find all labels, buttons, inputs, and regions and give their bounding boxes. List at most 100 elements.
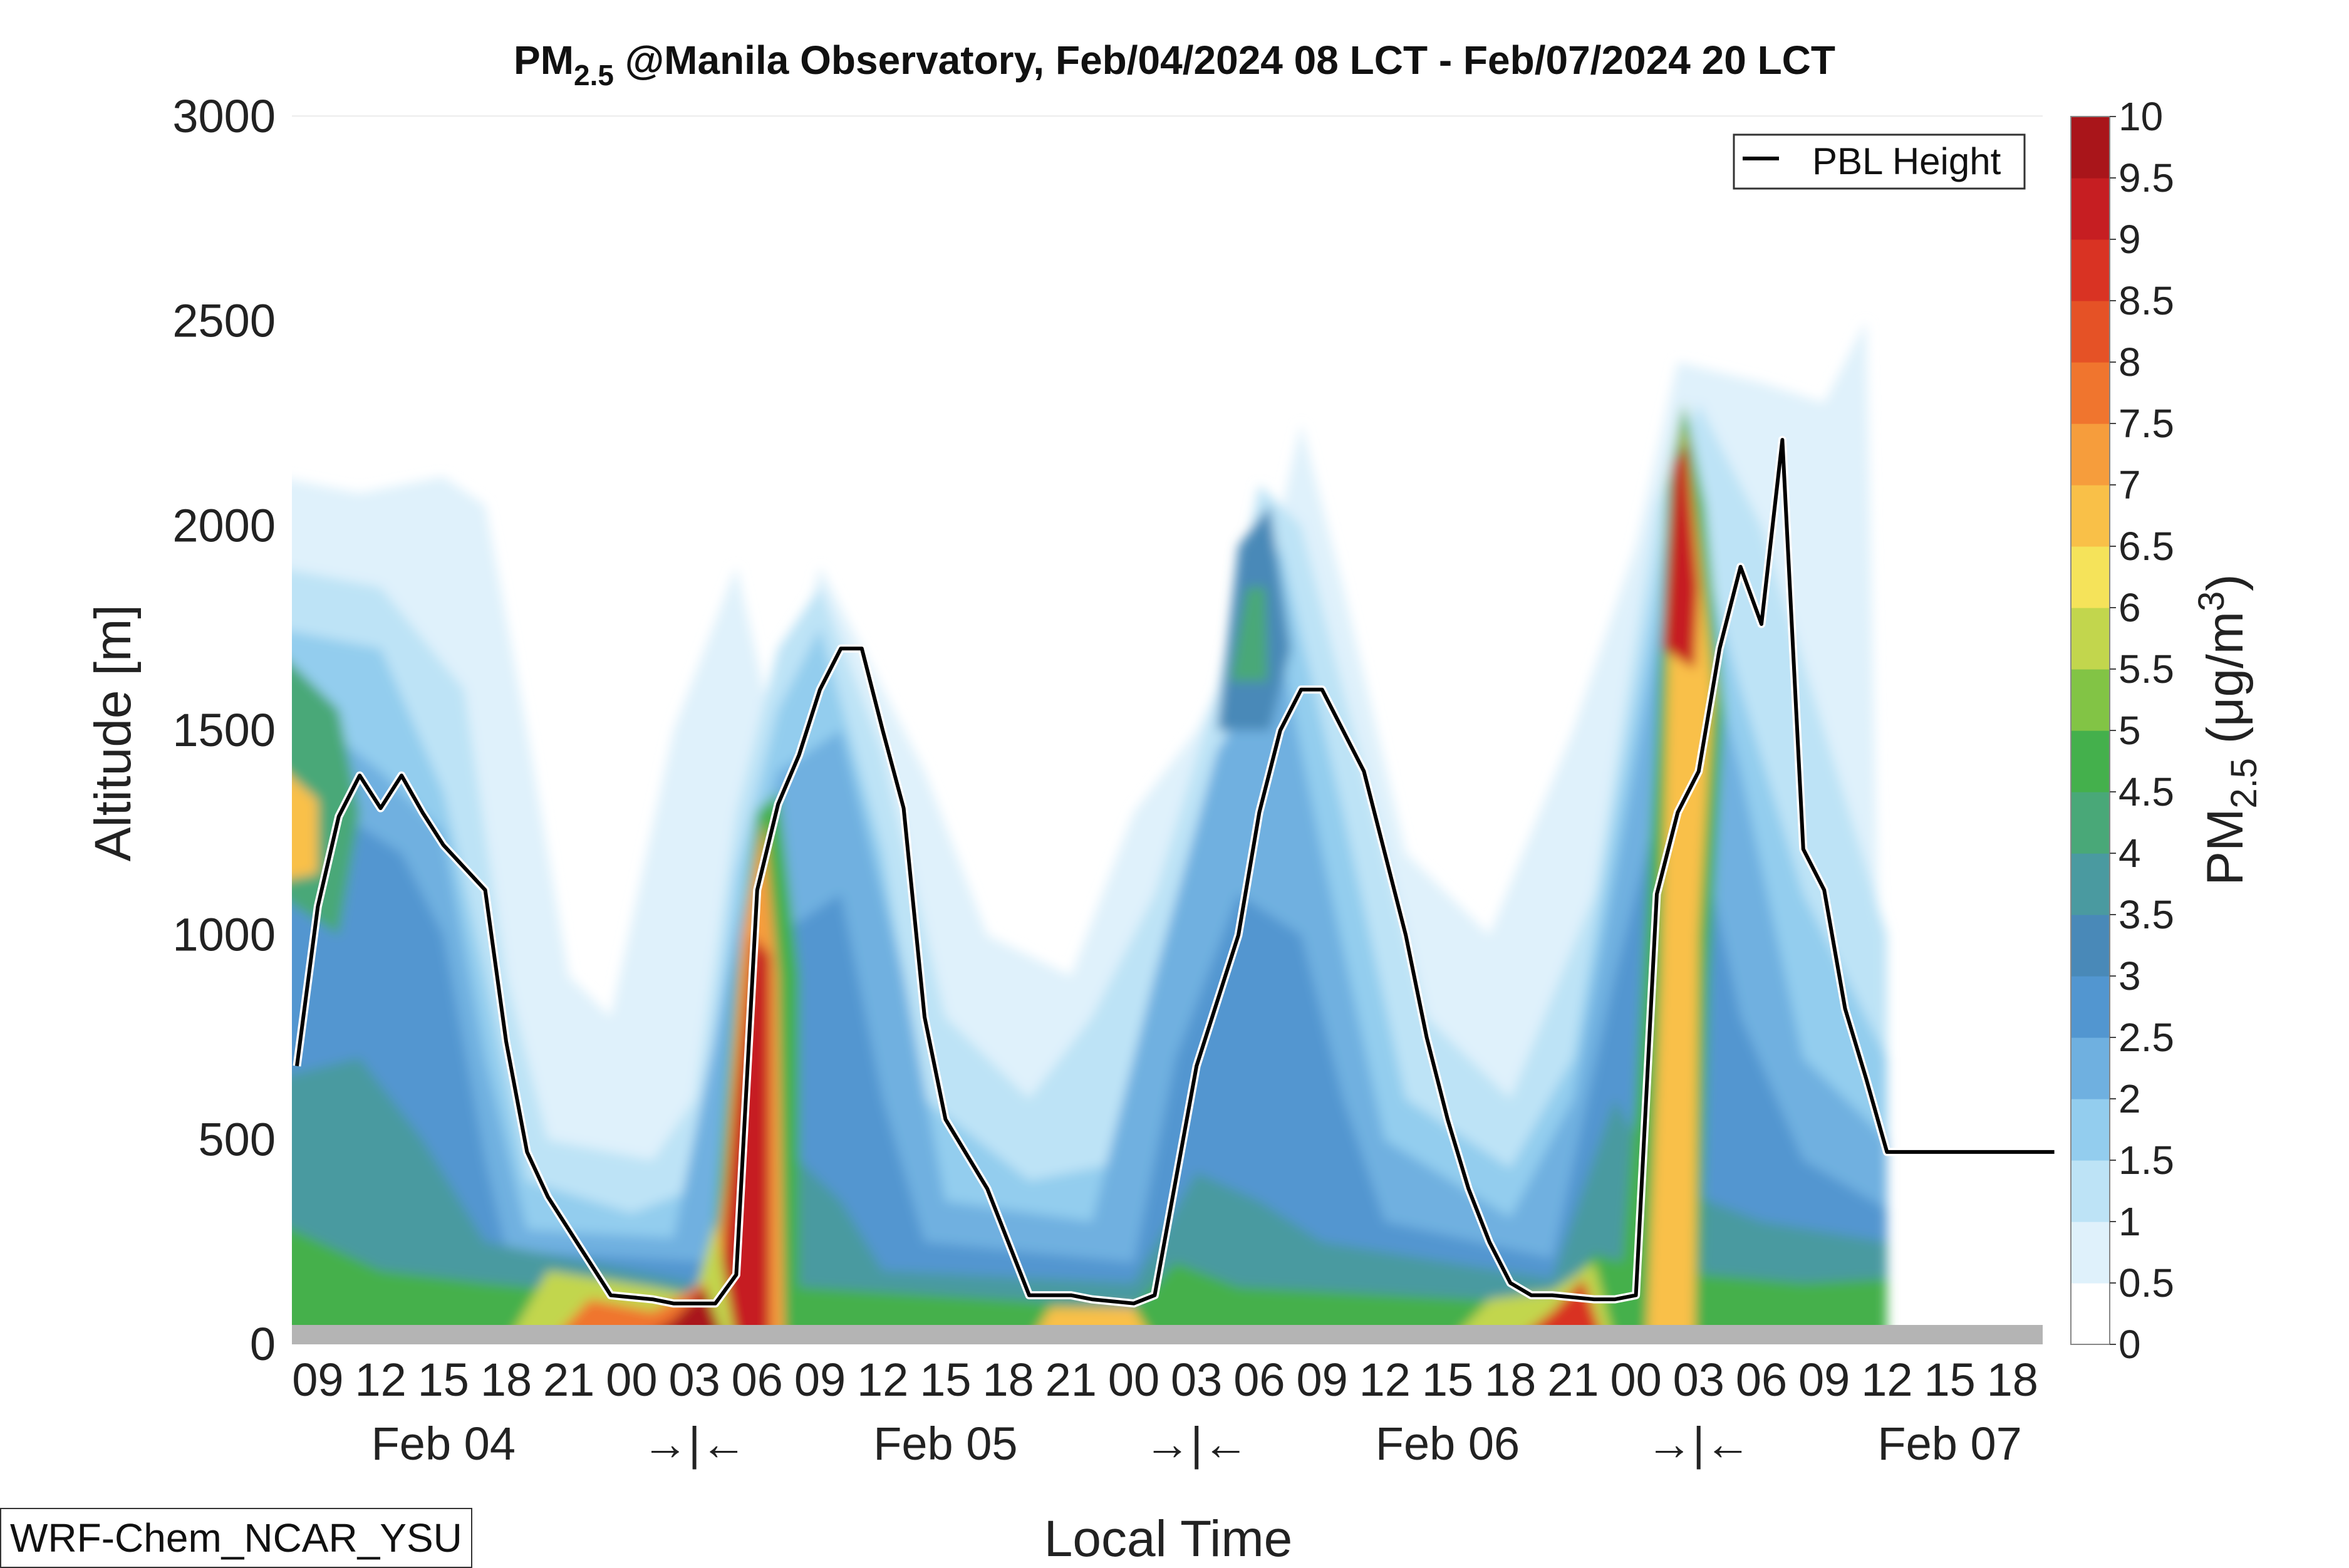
x-tick-label: 03 [1171, 1354, 1222, 1406]
colorbar-segment [2071, 792, 2110, 854]
pm25-elevated-feb04-core [292, 777, 318, 879]
x-tick-label: 09 [1798, 1354, 1850, 1406]
x-axis-label: Local Time [1044, 1510, 1293, 1566]
x-tick-label: 03 [1673, 1354, 1724, 1406]
colorbar-segment [2071, 117, 2110, 179]
colorbar-tick-label: 4 [2118, 831, 2141, 876]
x-day-label: Feb 04 [371, 1418, 516, 1470]
x-tick-label: 21 [1045, 1354, 1097, 1406]
x-tick-label: 09 [292, 1354, 343, 1406]
colorbar-segment [2071, 1283, 2110, 1345]
colorbar-tick-label: 1.5 [2118, 1138, 2174, 1183]
x-tick-label: 09 [1296, 1354, 1347, 1406]
x-tick-label: 06 [1736, 1354, 1787, 1406]
pm25-spike-feb07-core [1663, 444, 1699, 669]
x-day-label: Feb 05 [873, 1418, 1017, 1470]
colorbar-segment [2071, 1099, 2110, 1161]
y-tick-label: 2000 [172, 499, 276, 551]
y-axis: 0 500 1000 1500 2000 2500 3000 [172, 90, 276, 1370]
y-axis-label: Altitude [m] [85, 605, 142, 861]
colorbar-tick-label: 7 [2118, 462, 2141, 507]
colorbar-tick-label: 5 [2118, 708, 2141, 753]
chart-title: PM2.5 @Manila Observatory, Feb/04/2024 0… [514, 38, 1835, 91]
y-tick-label: 3000 [172, 90, 276, 142]
colorbar-segment [2071, 976, 2110, 1038]
colorbar-tick-label: 3.5 [2118, 892, 2174, 937]
pm25-elevated-feb06-core [1230, 587, 1268, 682]
x-tick-label: 18 [480, 1354, 532, 1406]
colorbar-segment [2071, 178, 2110, 240]
model-name-label: WRF-Chem_NCAR_YSU [0, 1508, 472, 1568]
colorbar-segment [2071, 546, 2110, 608]
colorbar-tick-label: 8 [2118, 340, 2141, 385]
x-day-label: →|← [1144, 1418, 1249, 1470]
x-tick-label: 09 [794, 1354, 846, 1406]
x-day-label: Feb 06 [1376, 1418, 1520, 1470]
y-tick-label: 2500 [172, 295, 276, 347]
x-tick-label: 15 [418, 1354, 469, 1406]
y-tick-label: 1000 [172, 909, 276, 961]
x-tick-label: 12 [1861, 1354, 1912, 1406]
x-day-label: →|← [642, 1418, 747, 1470]
x-tick-label: 00 [1610, 1354, 1661, 1406]
colorbar-segment [2071, 730, 2110, 792]
x-tick-label: 06 [1233, 1354, 1285, 1406]
x-tick-label: 15 [1422, 1354, 1473, 1406]
y-tick-label: 1500 [172, 704, 276, 756]
x-tick-label: 18 [1485, 1354, 1536, 1406]
ground-band [292, 1325, 2043, 1344]
pm25-band-1 [292, 403, 1887, 1344]
colorbar-segment [2071, 915, 2110, 977]
x-day-label: →|← [1646, 1418, 1751, 1470]
colorbar-tick-label: 8.5 [2118, 278, 2174, 323]
colorbar: 0 0.5 1 1.5 2 2.5 3 3.5 4 4.5 5 5.5 6 6.5 7 7.5 8 8.5 9 9.5… [2070, 94, 2174, 1367]
colorbar-segment [2071, 485, 2110, 547]
y-tick-label: 0 [250, 1318, 276, 1370]
x-tick-label: 18 [982, 1354, 1034, 1406]
x-tick-label: 12 [355, 1354, 406, 1406]
pm25-band-3.5 [292, 1057, 1887, 1344]
colorbar-tick-label: 2 [2118, 1076, 2141, 1121]
colorbar-tick-label: 0.5 [2118, 1260, 2174, 1306]
pm25-contour-field [292, 117, 2043, 1344]
colorbar-segment [2071, 362, 2110, 424]
colorbar-segment [2071, 301, 2110, 363]
x-tick-label: 06 [732, 1354, 783, 1406]
colorbar-segment [2071, 669, 2110, 731]
colorbar-tick-label: 1 [2118, 1199, 2141, 1244]
colorbar-tick-label: 7.5 [2118, 401, 2174, 446]
colorbar-segment [2071, 423, 2110, 485]
pbl-height-line-core [295, 438, 2055, 1306]
x-day-label: Feb 07 [1877, 1418, 2021, 1470]
colorbar-tick-label: 6 [2118, 585, 2141, 630]
pm25-spike-feb07-mid [1646, 423, 1714, 1344]
colorbar-segment [2071, 1222, 2110, 1284]
x-tick-label: 18 [1987, 1354, 2038, 1406]
x-tick-label: 12 [1359, 1354, 1411, 1406]
x-axis: 09 12 15 18 21 00 03 06 09 12 15 18 21 00 03 06 09 12 15 18… [292, 1354, 2038, 1470]
x-tick-label: 21 [543, 1354, 594, 1406]
colorbar-segment [2071, 1160, 2110, 1222]
colorbar-segment [2071, 239, 2110, 301]
colorbar-tick-label: 6.5 [2118, 524, 2174, 569]
colorbar-tick-label: 9.5 [2118, 155, 2174, 200]
colorbar-tick-label: 10 [2118, 94, 2163, 139]
x-tick-label: 00 [1108, 1354, 1159, 1406]
colorbar-tick-label: 0 [2118, 1322, 2141, 1367]
colorbar-tick-label: 9 [2118, 217, 2141, 262]
x-tick-label: 15 [920, 1354, 971, 1406]
colorbar-tick-label: 2.5 [2118, 1015, 2174, 1060]
legend-box [1733, 133, 2026, 190]
colorbar-tick-label: 3 [2118, 953, 2141, 999]
x-tick-label: 00 [606, 1354, 657, 1406]
x-tick-label: 03 [668, 1354, 720, 1406]
colorbar-segment [2071, 853, 2110, 915]
colorbar-segment [2071, 1037, 2110, 1099]
x-tick-label: 12 [857, 1354, 908, 1406]
x-tick-label: 21 [1547, 1354, 1599, 1406]
colorbar-label: PM2.5 (μg/m3) [2191, 574, 2264, 885]
colorbar-tick-label: 4.5 [2118, 769, 2174, 814]
colorbar-tick-label: 5.5 [2118, 646, 2174, 692]
y-tick-label: 500 [199, 1113, 276, 1165]
